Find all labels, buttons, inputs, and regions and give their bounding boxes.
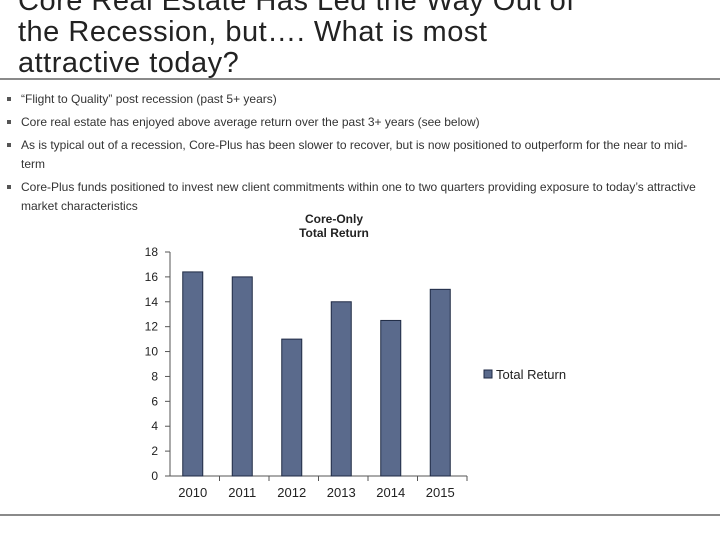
- bullet-item: Core real estate has enjoyed above avera…: [6, 113, 706, 132]
- bullet-item: Core-Plus funds positioned to invest new…: [6, 178, 706, 216]
- bar: [330, 301, 352, 477]
- bar: [380, 319, 402, 477]
- y-tick-label: 0: [151, 469, 158, 483]
- y-tick-label: 2: [151, 444, 158, 458]
- bullet-list: “Flight to Quality” post recession (past…: [6, 90, 706, 220]
- slide-title-line: attractive today?: [18, 47, 240, 79]
- legend-label: Total Return: [496, 367, 566, 382]
- y-tick-label: 8: [151, 369, 158, 383]
- bar: [429, 288, 451, 477]
- x-tick-label: 2015: [426, 485, 455, 500]
- legend-swatch: [483, 369, 493, 379]
- x-tick-label: 2013: [327, 485, 356, 500]
- slide-title: Core Real Estate Has Led the Way Out of …: [18, 0, 718, 79]
- y-tick-label: 18: [145, 245, 159, 259]
- bar: [231, 276, 253, 477]
- y-tick-label: 4: [151, 419, 158, 433]
- chart-title-line: Total Return: [299, 226, 369, 240]
- chart-title: Core-Only Total Return: [268, 212, 400, 240]
- x-tick-label: 2010: [178, 485, 207, 500]
- y-tick-label: 14: [145, 295, 159, 309]
- slide-title-line: Core Real Estate Has Led the Way Out of: [18, 0, 575, 17]
- bar: [281, 338, 303, 477]
- x-tick-label: 2012: [277, 485, 306, 500]
- bullet-item: “Flight to Quality” post recession (past…: [6, 90, 706, 109]
- y-tick-label: 16: [145, 270, 159, 284]
- y-tick-label: 6: [151, 394, 158, 408]
- x-tick-label: 2011: [228, 485, 256, 500]
- y-tick-label: 10: [145, 345, 159, 359]
- y-tick-label: 12: [145, 320, 159, 334]
- slide-title-line: the Recession, but…. What is most: [18, 16, 488, 48]
- footer-divider: [0, 514, 720, 516]
- bullet-item: As is typical out of a recession, Core-P…: [6, 136, 706, 174]
- x-tick-label: 2014: [376, 485, 405, 500]
- title-divider: [0, 78, 720, 80]
- bar: [182, 271, 204, 477]
- chart-title-line: Core-Only: [304, 212, 363, 226]
